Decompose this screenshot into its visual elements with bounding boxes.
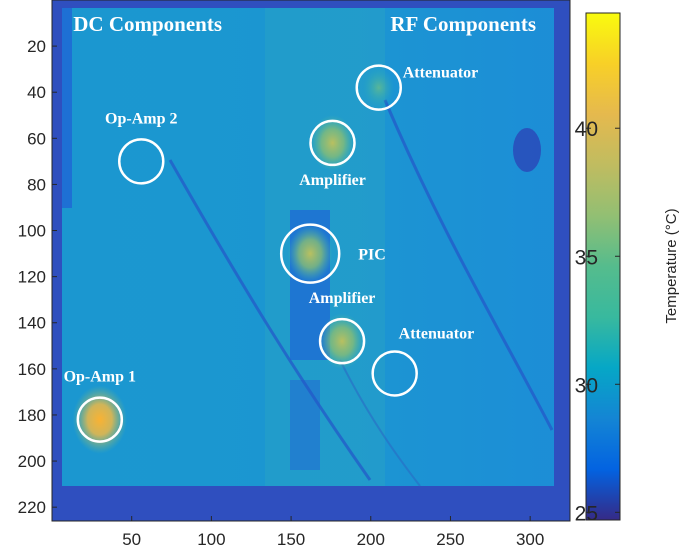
component-circle [76, 396, 124, 443]
board-left-edge [62, 8, 72, 208]
colorbar-ticks: 25 30 35 40 [575, 118, 620, 525]
hotspot [310, 114, 355, 171]
fiber-right [383, 99, 554, 431]
connector [513, 128, 541, 172]
x-tick-label: 50 [122, 530, 141, 549]
y-tick-label: 60 [27, 129, 46, 148]
component-circle [118, 138, 165, 185]
hotspot [72, 385, 128, 454]
colorbar-tick-label: 30 [575, 374, 598, 397]
colorbar-gradient [585, 12, 621, 521]
y-tick-label: 140 [18, 314, 46, 333]
component-circle [355, 64, 402, 111]
x-tick-label: 100 [197, 530, 225, 549]
component-label: Op-Amp 2 [105, 110, 177, 127]
x-axis: 50 100 150 200 250 300 [122, 516, 544, 549]
hotspot [319, 313, 365, 370]
section-label: DC Components [73, 12, 222, 36]
component-label: Op-Amp 1 [64, 369, 136, 386]
component-annotations: Attenuator Op-Amp 2 Amplifier PIC Amplifier A… [64, 64, 479, 443]
colorbar-tick-label: 35 [575, 246, 598, 269]
colorbar-tick-label: 40 [575, 118, 598, 141]
y-tick-label: 200 [18, 452, 46, 471]
y-tick-label: 40 [27, 83, 46, 102]
fiber-lower [339, 359, 421, 487]
component-circle [371, 350, 418, 397]
section-labels: DC Components RF Components [73, 12, 536, 36]
component-label: Amplifier [299, 172, 366, 189]
component-circle [279, 223, 341, 284]
component-label: PIC [358, 247, 386, 264]
y-tick-label: 220 [18, 498, 46, 517]
colorbar: 25 30 35 40 Temperature (°C) [575, 12, 680, 525]
y-tick-label: 100 [18, 222, 46, 241]
hotspot [287, 225, 333, 282]
thermal-image [52, 0, 570, 521]
y-tick-label: 80 [27, 175, 46, 194]
y-axis: 20 40 60 80 100 120 140 160 180 200 220 [18, 37, 57, 517]
component-circle [309, 119, 356, 167]
x-tick-label: 250 [436, 530, 464, 549]
component-label: Amplifier [309, 290, 376, 307]
component-circle [318, 317, 366, 365]
colorbar-tick-label: 25 [575, 502, 598, 525]
y-tick-label: 120 [18, 268, 46, 287]
lower-dark-region [290, 380, 320, 470]
y-tick-label: 20 [27, 37, 46, 56]
hotspot-layer [72, 67, 395, 454]
hotspot [362, 67, 395, 108]
y-tick-label: 180 [18, 406, 46, 425]
component-label: Attenuator [399, 325, 475, 342]
x-tick-label: 150 [277, 530, 305, 549]
fiber-left [168, 159, 372, 481]
component-label: Attenuator [403, 65, 479, 82]
plot-frame [51, 0, 571, 522]
x-tick-label: 300 [516, 530, 544, 549]
x-tick-label: 200 [357, 530, 385, 549]
colorbar-label: Temperature (°C) [663, 208, 680, 323]
section-label: RF Components [390, 12, 536, 36]
y-tick-label: 160 [18, 360, 46, 379]
